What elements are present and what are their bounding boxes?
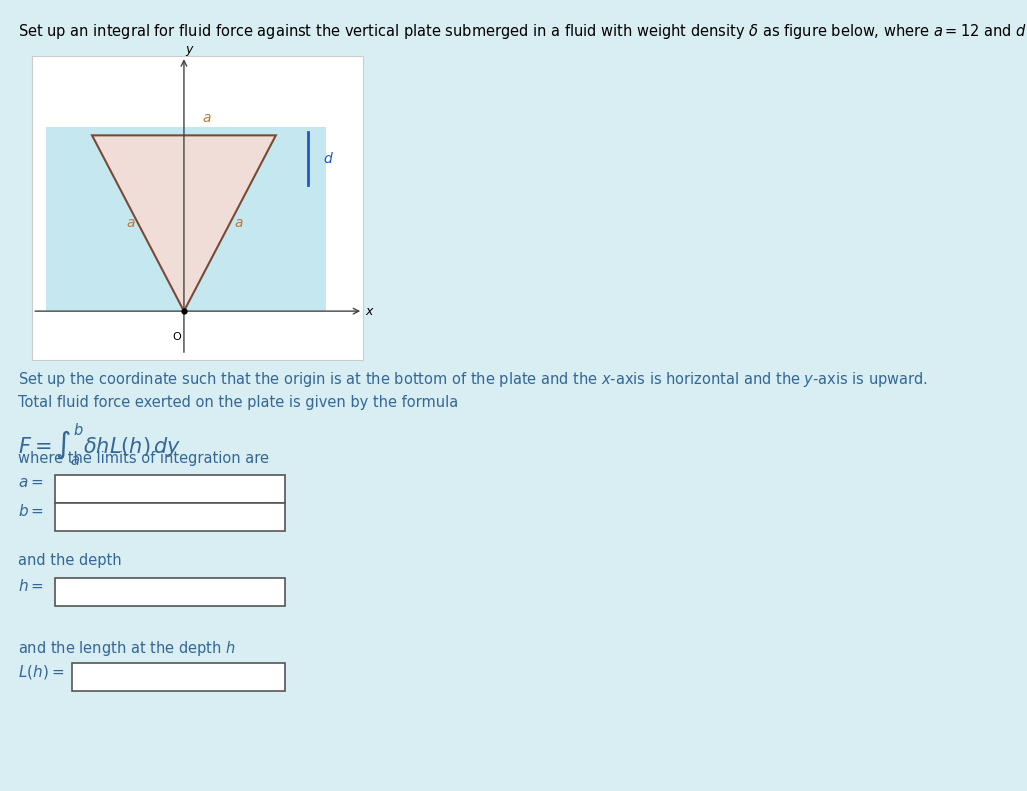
- Text: $a =$: $a =$: [18, 475, 43, 490]
- Text: Set up an integral for fluid force against the vertical plate submerged in a flu: Set up an integral for fluid force again…: [18, 22, 1027, 41]
- Text: $a$: $a$: [234, 216, 243, 230]
- Text: $h =$: $h =$: [18, 578, 44, 594]
- Bar: [55, 578, 286, 606]
- Bar: [55, 475, 286, 503]
- Text: $b =$: $b =$: [18, 503, 44, 519]
- Text: $L(h) =$: $L(h) =$: [18, 663, 64, 681]
- Polygon shape: [92, 135, 276, 311]
- Text: $a$: $a$: [126, 216, 136, 230]
- Text: $F = \int_a^b \delta h L(h)\,dy$: $F = \int_a^b \delta h L(h)\,dy$: [18, 421, 182, 467]
- Bar: [55, 503, 286, 531]
- Text: $y$: $y$: [186, 44, 195, 58]
- Text: and the depth: and the depth: [18, 553, 121, 568]
- Text: Set up the coordinate such that the origin is at the bottom of the plate and the: Set up the coordinate such that the orig…: [18, 370, 928, 389]
- Text: where the limits of integration are: where the limits of integration are: [18, 451, 269, 466]
- Polygon shape: [46, 127, 327, 311]
- Bar: [72, 663, 286, 691]
- Text: and the length at the depth $h$: and the length at the depth $h$: [18, 639, 235, 658]
- Text: O: O: [173, 332, 181, 343]
- Text: $a$: $a$: [202, 111, 212, 125]
- Text: $x$: $x$: [365, 305, 375, 318]
- Text: $d$: $d$: [322, 151, 334, 165]
- Text: Total fluid force exerted on the plate is given by the formula: Total fluid force exerted on the plate i…: [18, 395, 458, 410]
- Polygon shape: [32, 56, 364, 361]
